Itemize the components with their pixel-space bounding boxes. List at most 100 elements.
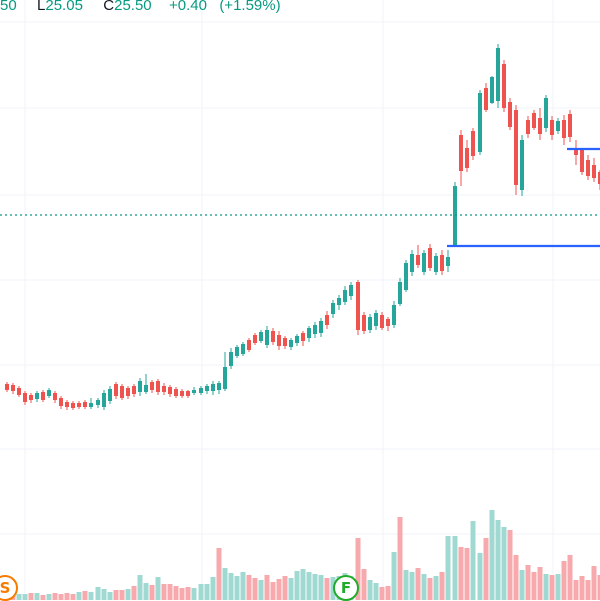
candle[interactable] <box>23 391 27 405</box>
candle[interactable] <box>271 328 275 345</box>
candle[interactable] <box>126 386 130 399</box>
candle[interactable] <box>259 330 263 343</box>
candle[interactable] <box>484 83 488 112</box>
candle[interactable] <box>592 158 596 182</box>
candle[interactable] <box>580 148 584 175</box>
candle[interactable] <box>114 382 118 399</box>
candle[interactable] <box>253 333 257 345</box>
candle[interactable] <box>508 98 512 130</box>
candle[interactable] <box>446 250 450 272</box>
candle[interactable] <box>241 342 245 356</box>
candle[interactable] <box>356 280 360 335</box>
candle[interactable] <box>410 250 414 276</box>
candle[interactable] <box>574 140 578 165</box>
candle[interactable] <box>71 401 75 410</box>
candle[interactable] <box>434 253 438 275</box>
candle[interactable] <box>301 331 305 346</box>
candle[interactable] <box>277 331 281 350</box>
candle[interactable] <box>386 317 390 331</box>
candle[interactable] <box>422 250 426 275</box>
candle[interactable] <box>398 278 402 306</box>
candle-body <box>380 315 384 328</box>
candle[interactable] <box>562 115 566 145</box>
candle[interactable] <box>180 389 184 398</box>
candle[interactable] <box>132 384 136 397</box>
candle[interactable] <box>502 60 506 112</box>
candle[interactable] <box>325 311 329 329</box>
candle[interactable] <box>120 384 124 400</box>
candle[interactable] <box>586 155 590 180</box>
candle[interactable] <box>29 393 33 403</box>
candle[interactable] <box>205 384 209 394</box>
candle[interactable] <box>11 383 15 394</box>
candle[interactable] <box>337 295 341 310</box>
candle[interactable] <box>404 260 408 292</box>
candle[interactable] <box>307 326 311 342</box>
candle[interactable] <box>362 312 366 334</box>
candle[interactable] <box>17 386 21 397</box>
candle[interactable] <box>496 44 500 108</box>
candle[interactable] <box>490 76 494 104</box>
candle[interactable] <box>349 282 353 300</box>
candle[interactable] <box>265 326 269 348</box>
candle[interactable] <box>162 383 166 395</box>
candle[interactable] <box>192 387 196 395</box>
candle[interactable] <box>41 390 45 402</box>
volume-bar <box>440 572 445 600</box>
candle[interactable] <box>556 118 560 134</box>
candle[interactable] <box>526 116 530 138</box>
candle[interactable] <box>459 130 463 186</box>
candle[interactable] <box>416 245 420 268</box>
candle[interactable] <box>168 385 172 397</box>
candle[interactable] <box>283 336 287 349</box>
candle[interactable] <box>368 314 372 333</box>
candle[interactable] <box>150 380 154 393</box>
candle[interactable] <box>392 301 396 328</box>
candle[interactable] <box>156 379 160 395</box>
candle[interactable] <box>5 382 9 392</box>
candle[interactable] <box>108 386 112 404</box>
candle[interactable] <box>47 388 51 398</box>
candle[interactable] <box>223 352 227 391</box>
candle[interactable] <box>544 95 548 132</box>
candle-body <box>586 160 590 176</box>
candle[interactable] <box>65 400 69 410</box>
candle[interactable] <box>313 322 317 338</box>
volume-bar <box>89 592 94 600</box>
candle[interactable] <box>53 391 57 403</box>
candle[interactable] <box>102 390 106 410</box>
candle[interactable] <box>89 398 93 409</box>
candle[interactable] <box>83 400 87 409</box>
candle[interactable] <box>186 390 190 398</box>
candle[interactable] <box>514 105 518 195</box>
candle[interactable] <box>174 387 178 398</box>
candle[interactable] <box>343 286 347 305</box>
candle[interactable] <box>138 378 142 396</box>
candle[interactable] <box>374 310 378 330</box>
candle[interactable] <box>217 381 221 394</box>
candle[interactable] <box>235 345 239 358</box>
candle[interactable] <box>144 374 148 394</box>
candle[interactable] <box>568 110 572 142</box>
candle[interactable] <box>478 90 482 155</box>
candle[interactable] <box>428 244 432 271</box>
candle[interactable] <box>35 391 39 402</box>
candle[interactable] <box>289 338 293 350</box>
financials-marker-icon[interactable]: F <box>333 575 359 601</box>
candle[interactable] <box>538 108 542 140</box>
candle[interactable] <box>96 398 100 408</box>
candle[interactable] <box>331 300 335 318</box>
candle[interactable] <box>247 338 251 352</box>
candle[interactable] <box>229 348 233 369</box>
candle[interactable] <box>471 128 475 160</box>
candle[interactable] <box>295 334 299 346</box>
candle[interactable] <box>211 381 215 395</box>
candle[interactable] <box>319 318 323 337</box>
candle[interactable] <box>59 396 63 409</box>
candle[interactable] <box>532 110 536 130</box>
candle[interactable] <box>465 140 469 172</box>
candle[interactable] <box>440 250 444 275</box>
candle[interactable] <box>77 401 81 409</box>
candle[interactable] <box>520 135 524 196</box>
